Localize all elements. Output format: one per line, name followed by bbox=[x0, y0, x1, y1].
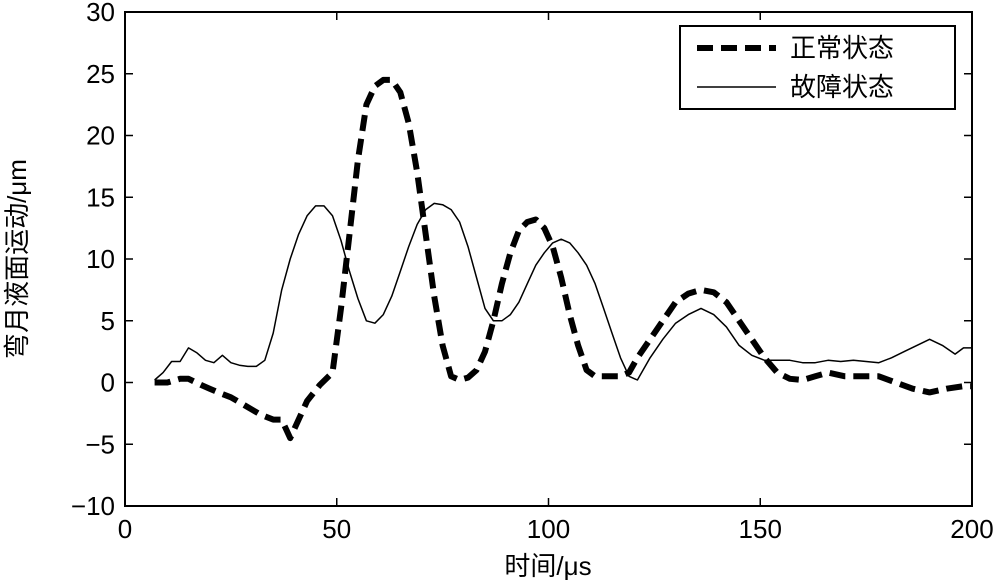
x-axis-title: 时间/μs bbox=[504, 551, 591, 581]
x-tick-label: 100 bbox=[527, 514, 570, 544]
series-layer bbox=[154, 76, 972, 442]
plot-frame bbox=[124, 11, 973, 507]
series-line-fault bbox=[154, 202, 972, 381]
y-tick-label: 20 bbox=[86, 121, 115, 151]
y-tick-label: 10 bbox=[86, 244, 115, 274]
ticks-layer: 0 50 100 150 200 −10 −5 0 5 10 15 20 25 30 bbox=[71, 0, 994, 544]
x-tick-label: 150 bbox=[739, 514, 782, 544]
legend: 正常状态 故障状态 bbox=[679, 25, 956, 110]
y-axis-title: 弯月液面运动/μm bbox=[2, 159, 32, 359]
x-tick-label: 200 bbox=[950, 514, 993, 544]
y-tick-label: 0 bbox=[101, 368, 115, 398]
series-line-normal bbox=[154, 76, 972, 442]
x-tick-label: 0 bbox=[118, 514, 132, 544]
legend-box bbox=[679, 25, 956, 110]
x-tick-label: 50 bbox=[322, 514, 351, 544]
y-tick-label: 25 bbox=[86, 59, 115, 89]
y-tick-label: −5 bbox=[85, 429, 115, 459]
y-tick-label: −10 bbox=[71, 491, 115, 521]
y-tick-label: 5 bbox=[101, 306, 115, 336]
legend-label-fault: 故障状态 bbox=[790, 72, 894, 102]
y-tick-label: 15 bbox=[86, 182, 115, 212]
y-tick-label: 30 bbox=[86, 0, 115, 27]
legend-label-normal: 正常状态 bbox=[790, 33, 894, 63]
